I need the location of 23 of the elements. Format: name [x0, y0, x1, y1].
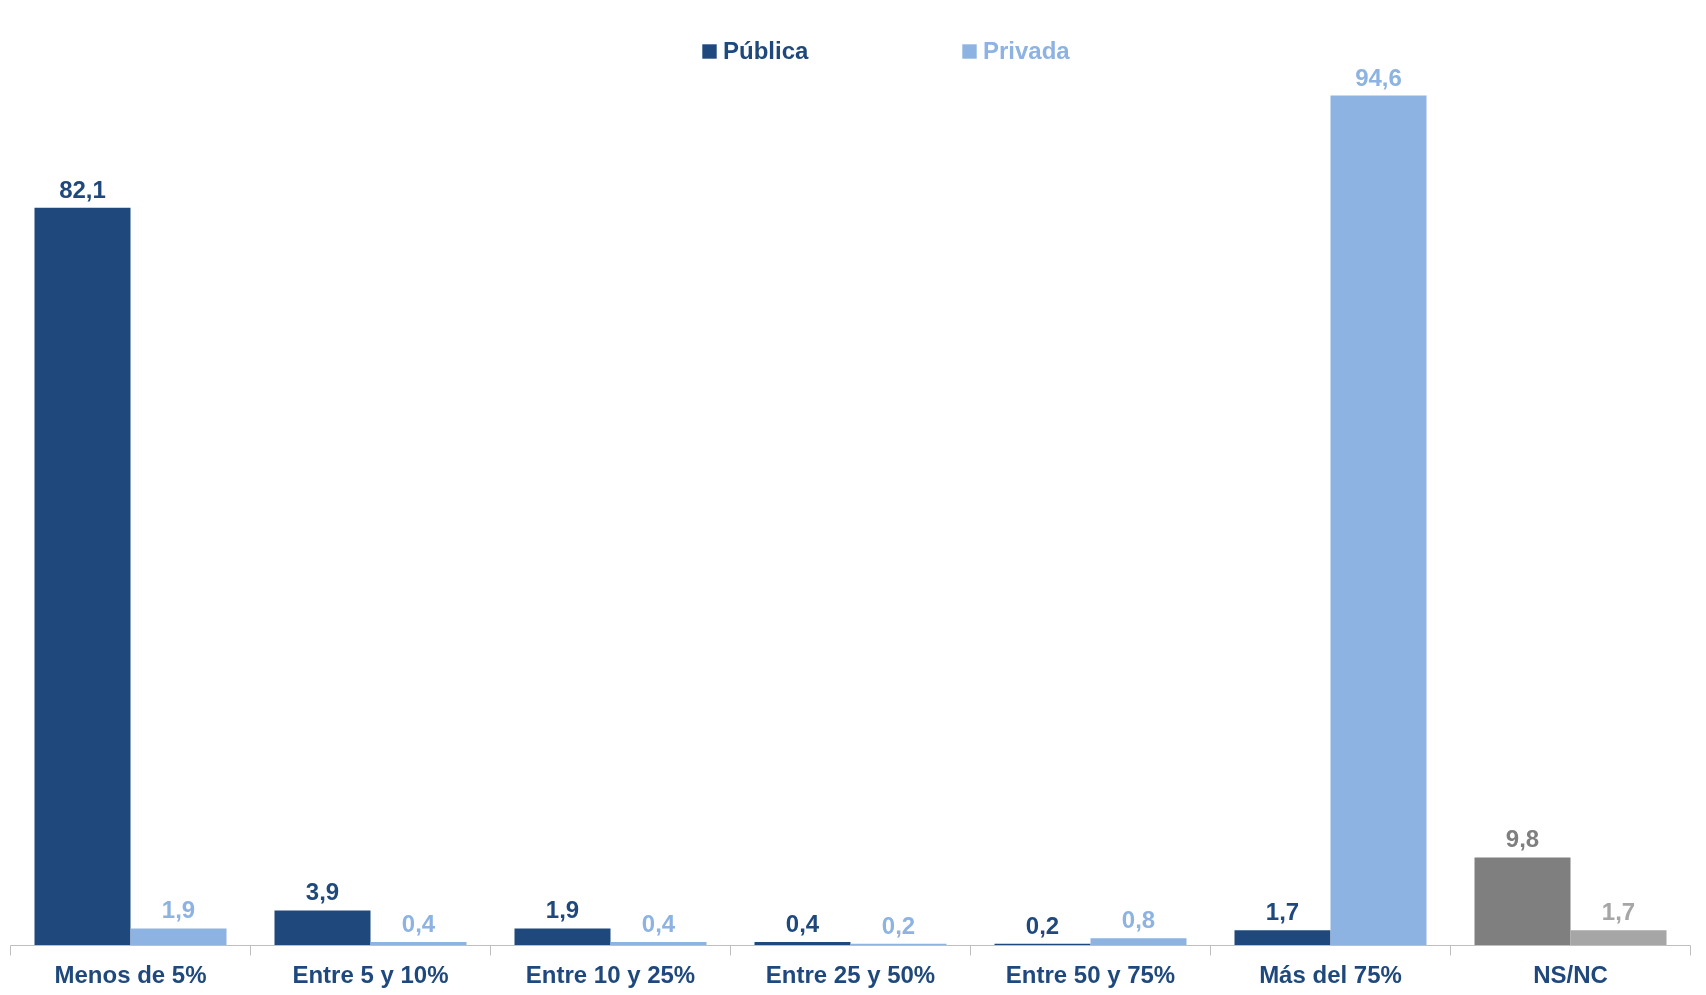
data-label: 0,4 [641, 909, 676, 937]
data-label: 9,8 [1505, 825, 1540, 853]
x-tick-label: Entre 25 y 50% [765, 960, 936, 988]
x-tick-label: Entre 50 y 75% [1005, 960, 1176, 988]
legend-label: Pública [723, 37, 809, 65]
data-label: 1,7 [1601, 898, 1636, 926]
data-label: 82,1 [59, 175, 106, 203]
x-tick-label: Menos de 5% [54, 960, 207, 988]
x-tick-label: Más del 75% [1259, 960, 1402, 988]
x-tick-label: NS/NC [1533, 960, 1608, 988]
data-label: 0,4 [785, 909, 820, 937]
data-label: 0,2 [1025, 911, 1060, 939]
data-label: 0,8 [1121, 906, 1156, 934]
data-label: 94,6 [1355, 63, 1402, 91]
data-label: 1,9 [161, 896, 196, 924]
x-tick-label: Entre 5 y 10% [292, 960, 449, 988]
data-label: 0,4 [401, 909, 436, 937]
data-label: 1,7 [1265, 898, 1300, 926]
x-tick-label: Entre 10 y 25% [525, 960, 696, 988]
data-label: 3,9 [305, 878, 340, 906]
legend-label: Privada [983, 37, 1070, 65]
data-label: 0,2 [881, 911, 916, 939]
data-label: 1,9 [545, 896, 580, 924]
